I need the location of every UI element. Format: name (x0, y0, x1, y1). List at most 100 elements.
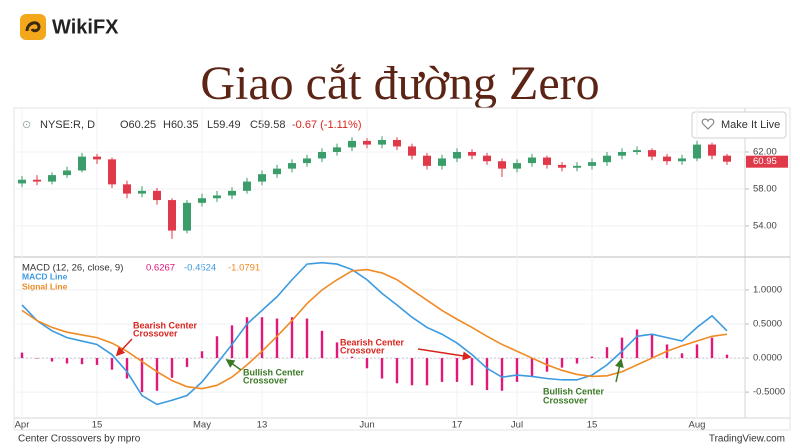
candle-body (378, 139, 386, 145)
histogram-bar (425, 358, 429, 386)
x-tick-label: 13 (257, 420, 268, 431)
last-price-marker (746, 155, 788, 168)
histogram-bar (155, 358, 159, 391)
histogram-bar (350, 356, 354, 359)
candle-body (18, 179, 26, 184)
candle-body (693, 144, 701, 159)
series-line (21, 261, 728, 406)
histogram-bar (95, 358, 99, 365)
annotation-arrow (615, 358, 624, 383)
candle-body (48, 175, 56, 182)
histogram-bar (125, 358, 129, 379)
candle-body (573, 165, 581, 168)
plot-area: Apr 15 May 13 Jun 17 Jul 15 Aug 62.00 58.00 54.00 60… (14, 108, 788, 431)
last-price-label: 60.95 (753, 156, 777, 167)
logo-swirl (25, 21, 41, 33)
histogram-bar (20, 352, 24, 359)
candle-body (723, 155, 731, 162)
candle-body (588, 162, 596, 166)
candle-body (348, 140, 356, 148)
logo-icon (20, 14, 46, 40)
candle-body (243, 181, 251, 191)
make-it-live-button[interactable] (691, 111, 787, 139)
histogram-bar (185, 358, 189, 367)
candle-body (483, 155, 491, 162)
histogram-bar (140, 358, 144, 393)
candle-body (558, 164, 566, 168)
candle-body (708, 144, 716, 156)
x-tick-label: 15 (587, 420, 598, 431)
y-tick-label: 62.00 (753, 147, 777, 158)
candle-body (633, 150, 641, 152)
annotation-arrow (225, 358, 242, 371)
footer-left: Center Crossovers by mpro (18, 434, 141, 445)
annotation-line: Crossover (243, 375, 288, 385)
candle-body (153, 190, 161, 201)
candle-body (678, 158, 686, 162)
histogram-bar (590, 356, 594, 359)
histogram-bar (200, 351, 204, 359)
candle-body (258, 174, 266, 182)
histogram-bar (290, 317, 294, 359)
ohlc-low: L59.49 (207, 119, 241, 131)
histogram-bar (110, 358, 114, 370)
change: -0.67 (-1.11%) (292, 119, 362, 131)
histogram-bar (680, 353, 684, 359)
candle-body (138, 190, 146, 194)
candle-body (393, 139, 401, 147)
x-tick-label: Jun (359, 420, 374, 431)
histogram-bar (515, 358, 519, 382)
candle-body (288, 163, 296, 169)
candle-body (513, 163, 521, 169)
ohlc-high: H60.35 (163, 119, 198, 131)
candle-body (63, 170, 71, 176)
heart-icon (701, 118, 715, 130)
histogram-bar (50, 358, 54, 362)
macd-title: MACD (12, 26, close, 9) (22, 263, 123, 274)
histogram-bar (650, 334, 654, 359)
candle-body (78, 156, 86, 171)
x-tick-label: Aug (689, 420, 706, 431)
histogram-bar (275, 318, 279, 359)
histogram-bar (215, 336, 219, 359)
chart-frame (13, 107, 791, 431)
histogram-bar (470, 358, 474, 386)
heading: Giao cắt đường Zero (200, 57, 599, 110)
annotation-line: Bullish Center (543, 386, 605, 396)
y-tick-label: 0.5000 (753, 319, 782, 330)
histogram-bar (725, 354, 729, 359)
annotation-arrow (417, 348, 472, 361)
histogram-bar (530, 358, 534, 377)
histogram-bar (440, 358, 444, 382)
ohlc-close: C59.58 (250, 119, 285, 131)
histogram-bar (635, 329, 639, 359)
series-line (21, 268, 728, 390)
button-label[interactable]: Make It Live (721, 119, 780, 131)
histogram-bar (710, 337, 714, 359)
x-tick-label: 15 (92, 420, 103, 431)
histogram-bar (560, 358, 564, 368)
histogram-bar (260, 317, 264, 359)
candle-body (618, 151, 626, 156)
annotation-arrow (115, 338, 133, 357)
candle-body (33, 179, 41, 182)
histogram-bar (35, 358, 39, 359)
histogram-bar (695, 344, 699, 359)
histogram-bar (575, 358, 579, 364)
settings-icon[interactable]: ⊙ (22, 119, 31, 131)
legend-macd: MACD Line (22, 271, 68, 281)
histogram-bar (335, 342, 339, 359)
histogram-bar (320, 330, 324, 359)
candle-body (318, 151, 326, 159)
annotation-line: Crossover (133, 328, 178, 338)
candle-body (183, 202, 191, 231)
candle-body (198, 198, 206, 203)
annotations: Bearish Center Crossover Bullish Center … (115, 320, 624, 405)
histogram-bar (395, 358, 399, 384)
candle-body (648, 150, 656, 157)
legend-signal: Signal Line (22, 281, 68, 291)
y-tick-label: 58.00 (753, 183, 777, 194)
symbol: NYSE:R, D (40, 119, 95, 131)
y-tick-label: 0.0000 (753, 353, 782, 364)
